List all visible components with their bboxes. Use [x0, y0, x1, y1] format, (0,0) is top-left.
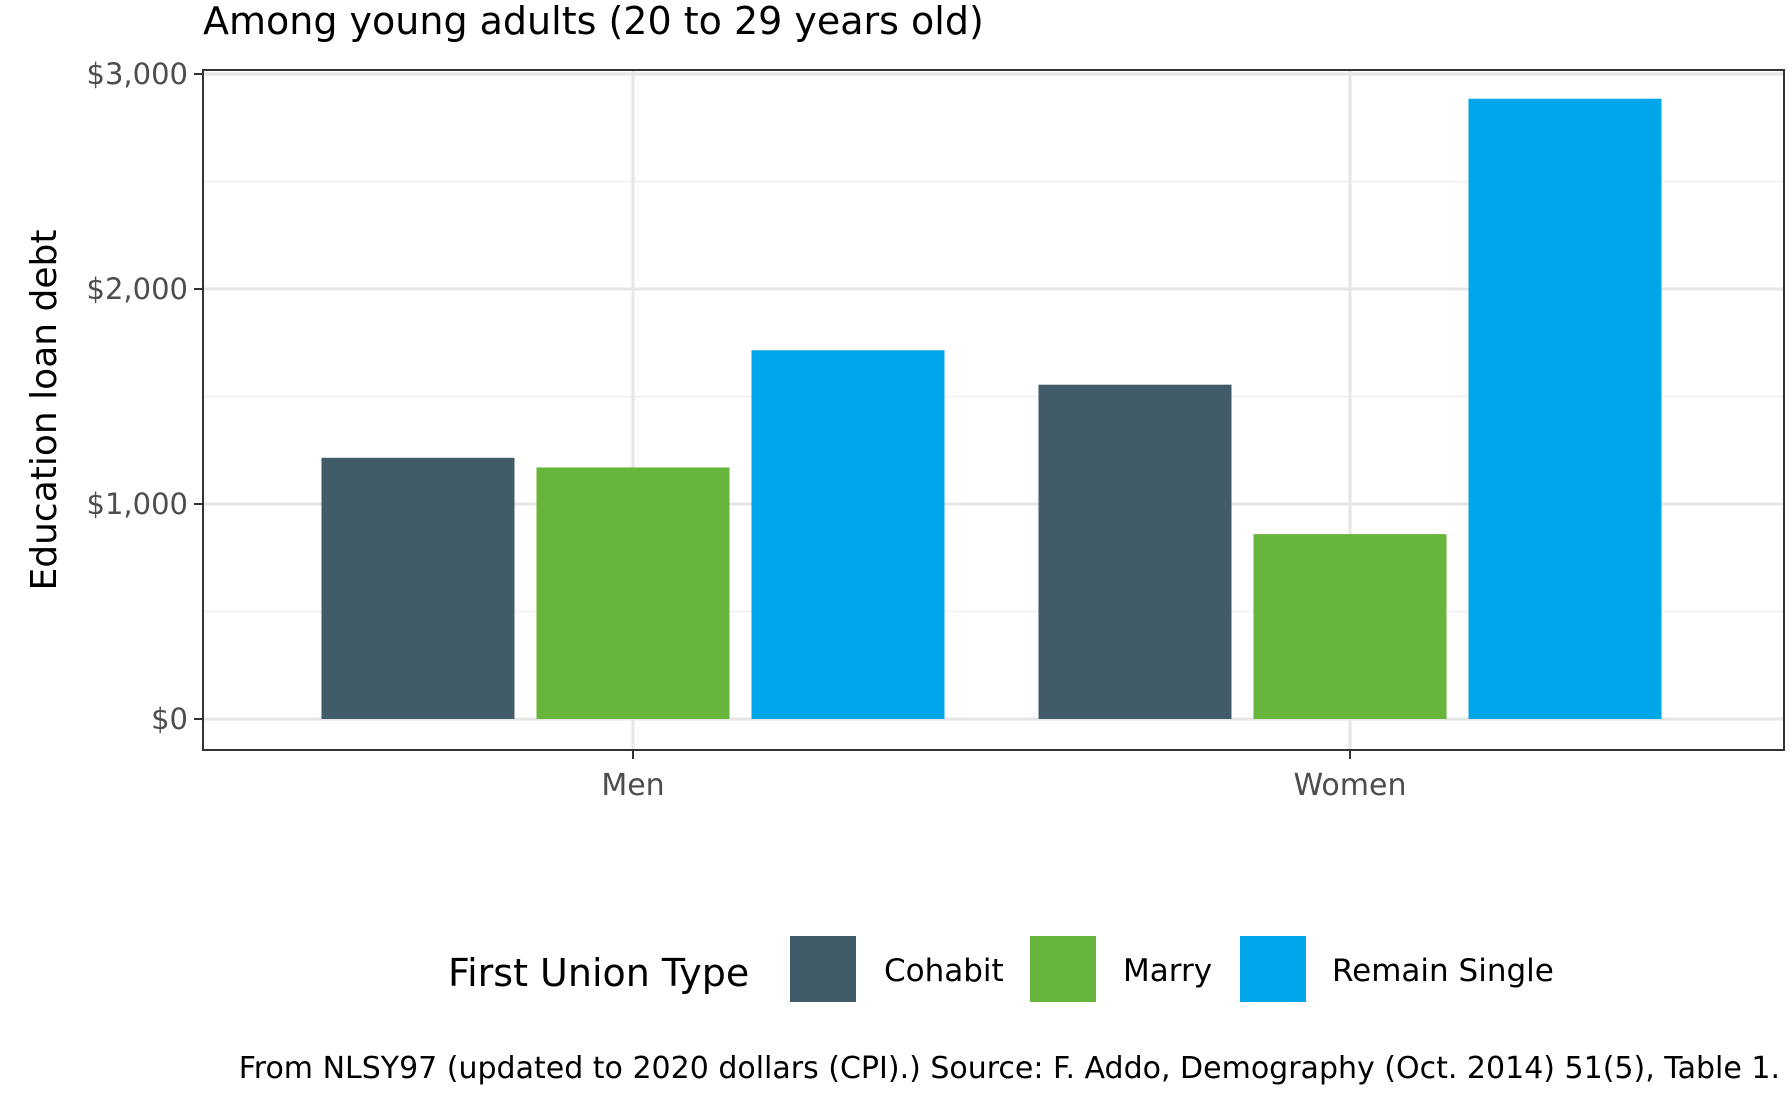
- x-axis: Men Women: [601, 750, 1406, 803]
- y-tick-label: $2,000: [87, 272, 188, 306]
- bar-women-cohabit: [1038, 384, 1232, 719]
- x-tick-label: Men: [601, 768, 664, 803]
- legend-key-remain-single: [1240, 936, 1306, 1002]
- bars: [321, 98, 1662, 720]
- chart-caption: From NLSY97 (updated to 2020 dollars (CP…: [239, 1051, 1780, 1086]
- legend-label: Marry: [1123, 953, 1212, 989]
- bar-men-remain-single: [751, 350, 945, 719]
- plot-panel-border: [202, 69, 1785, 751]
- y-axis: $0 $1,000 $2,000 $3,000: [87, 57, 203, 736]
- bar-men-cohabit: [321, 457, 515, 719]
- y-tick-label: $0: [151, 702, 188, 736]
- x-tick-label: Women: [1294, 768, 1407, 803]
- chart-subtitle: Among young adults (20 to 29 years old): [203, 0, 984, 43]
- bar-men-marry: [536, 467, 730, 719]
- legend-label: Cohabit: [884, 953, 1004, 989]
- legend-key-cohabit: [790, 936, 856, 1002]
- legend-label: Remain Single: [1332, 953, 1554, 989]
- legend: First Union Type Cohabit Marry Remain Sing…: [448, 936, 1554, 1002]
- bar-women-marry: [1253, 534, 1447, 719]
- y-tick-label: $1,000: [87, 487, 188, 521]
- y-axis-label: Education loan debt: [24, 230, 65, 591]
- legend-title: First Union Type: [448, 951, 749, 995]
- legend-key-marry: [1030, 936, 1096, 1002]
- y-tick-label: $3,000: [87, 57, 188, 91]
- bar-women-remain-single: [1468, 98, 1662, 720]
